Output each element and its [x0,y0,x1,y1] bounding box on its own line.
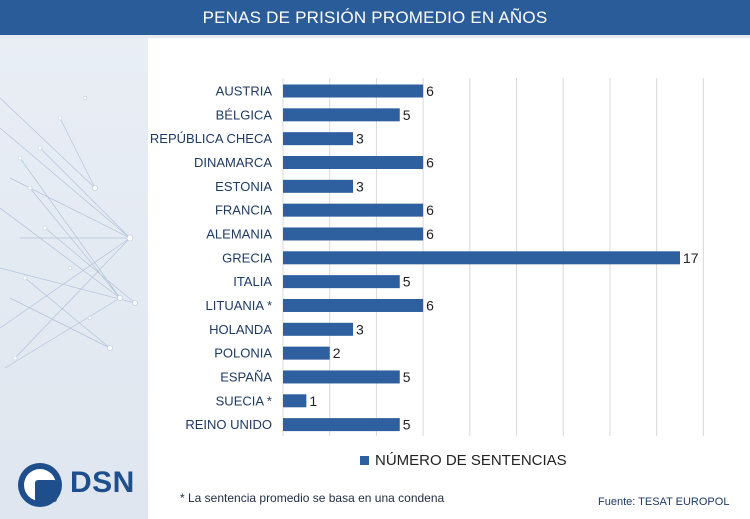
value-label: 6 [426,202,434,218]
footnote: * La sentencia promedio se basa en una c… [180,491,445,505]
category-label: REPÚBLICA CHECA [150,131,272,146]
category-label: AUSTRIA [216,84,273,99]
bar [283,394,307,408]
bar [283,346,330,360]
value-label: 1 [309,393,317,409]
emblem-icon [18,463,62,507]
category-label: REINO UNIDO [185,417,272,432]
legend-swatch [360,455,369,465]
value-label: 6 [426,297,434,313]
category-label: FRANCIA [215,203,272,218]
dsn-logo: DSN [18,463,135,507]
bar [283,298,424,312]
category-label: ALEMANIA [206,226,272,241]
category-labels: AUSTRIA BÉLGICA REPÚBLICA CHECA DINAMARCA ES… [150,84,272,433]
category-label: ESTONIA [215,179,272,194]
value-label: 5 [403,274,411,290]
value-label: 5 [403,369,411,385]
bar [283,108,400,122]
value-label: 6 [426,226,434,242]
bar [283,418,400,432]
header-bar: PENAS DE PRISIÓN PROMEDIO EN AÑOS [0,0,750,38]
value-label: 17 [683,250,699,266]
bar [283,275,400,289]
decorative-sidebar [0,38,148,519]
category-label: SUECIA * [216,393,272,408]
category-label: ESPAÑA [220,369,272,384]
bar [283,322,354,336]
bar [283,155,424,169]
network-decoration [0,95,138,369]
value-label: 5 [403,107,411,123]
category-label: DINAMARCA [194,155,272,170]
value-label: 5 [403,417,411,433]
bar [283,132,354,146]
chart-bars [283,84,680,432]
bar [283,251,680,265]
category-label: BÉLGICA [216,107,273,122]
bar [283,227,424,241]
chart-legend: NÚMERO DE SENTENCIAS [360,451,567,471]
category-label: POLONIA [214,346,272,361]
value-label: 6 [426,83,434,99]
category-label: HOLANDA [209,322,272,337]
legend-label: NÚMERO DE SENTENCIAS [375,452,567,469]
bar [283,179,354,193]
category-label: ITALIA [233,274,272,289]
value-label: 3 [356,178,364,194]
page-title: PENAS DE PRISIÓN PROMEDIO EN AÑOS [202,8,548,27]
category-label: GRECIA [222,250,272,265]
category-label: LITUANIA * [206,298,272,313]
value-label: 3 [356,321,364,337]
value-label: 3 [356,131,364,147]
bar [283,203,424,217]
bar [283,370,400,384]
bar [283,84,424,98]
value-label: 2 [333,345,341,361]
source-note: Fuente: TESAT EUROPOL [598,496,730,508]
logo-text: DSN [70,466,135,499]
value-label: 6 [426,154,434,170]
